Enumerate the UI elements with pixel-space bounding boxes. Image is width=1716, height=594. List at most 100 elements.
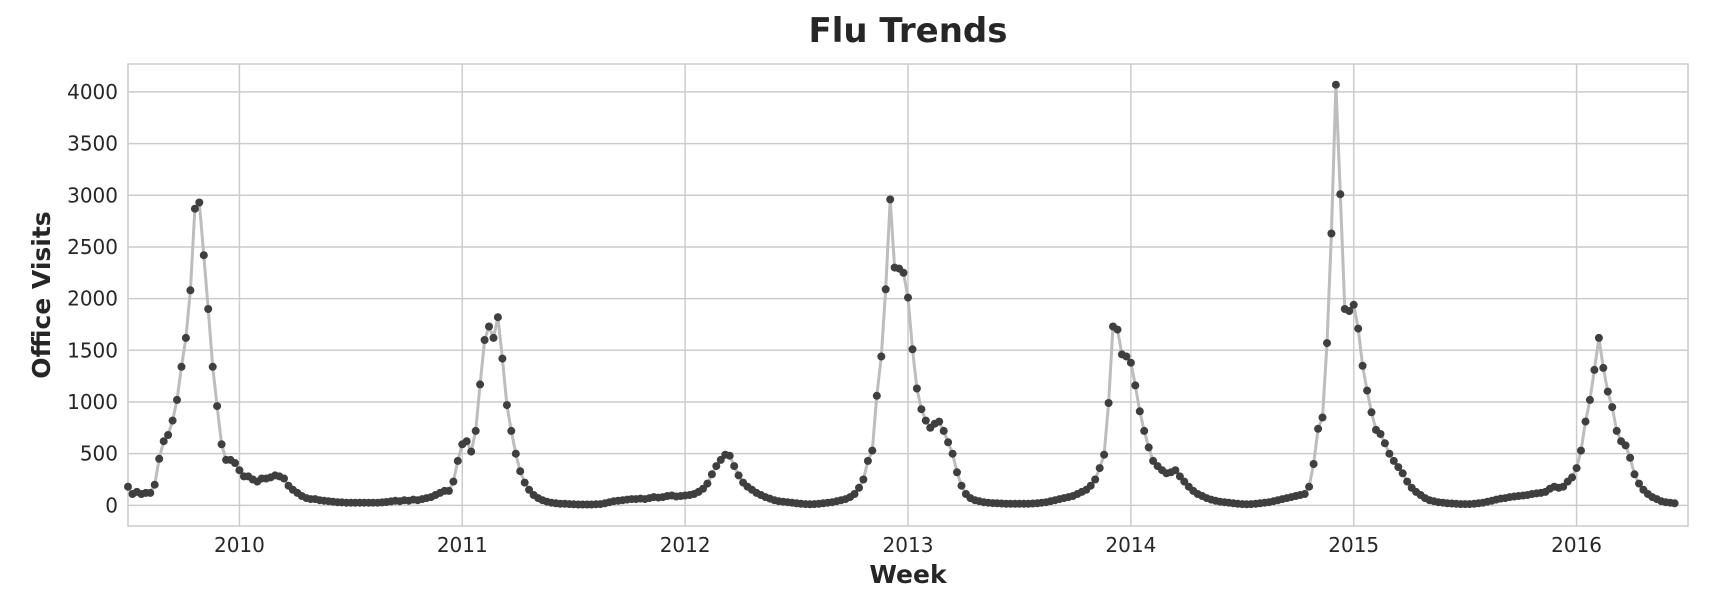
data-point xyxy=(204,305,213,313)
data-point xyxy=(471,426,480,435)
data-point xyxy=(235,466,244,475)
data-point xyxy=(1568,473,1577,482)
data-point xyxy=(1100,450,1109,459)
data-point xyxy=(1171,466,1180,475)
data-point xyxy=(1336,190,1345,199)
data-point xyxy=(944,438,953,447)
data-point xyxy=(520,478,529,487)
data-point xyxy=(1572,464,1581,473)
data-point xyxy=(1635,479,1643,488)
y-tick-label: 4000 xyxy=(67,80,118,104)
data-point xyxy=(1585,395,1594,404)
data-point xyxy=(716,455,725,464)
data-point xyxy=(921,416,930,425)
data-point xyxy=(1608,403,1617,412)
data-point xyxy=(476,380,485,389)
data-point xyxy=(908,345,917,354)
x-tick-label: 2012 xyxy=(660,533,711,557)
data-point xyxy=(1398,469,1407,478)
data-point xyxy=(1126,358,1135,367)
data-point xyxy=(1113,325,1122,334)
data-point xyxy=(150,480,159,489)
data-point xyxy=(1104,399,1113,407)
y-tick-label: 1000 xyxy=(67,390,118,414)
data-point xyxy=(877,352,886,361)
data-point xyxy=(725,451,734,460)
data-point xyxy=(502,401,511,410)
data-point xyxy=(899,268,908,277)
data-point xyxy=(195,198,204,207)
data-point xyxy=(1354,324,1363,333)
data-point xyxy=(1363,386,1372,395)
data-point xyxy=(493,313,502,322)
y-tick-label: 0 xyxy=(105,493,118,517)
data-point xyxy=(1314,424,1323,433)
data-point xyxy=(917,405,926,414)
data-point xyxy=(730,462,739,471)
data-point xyxy=(213,402,222,411)
data-point xyxy=(859,475,868,484)
y-tick-label: 500 xyxy=(80,442,118,466)
series-line xyxy=(126,83,1675,506)
data-point xyxy=(912,384,921,393)
data-point xyxy=(1323,339,1331,348)
data-point xyxy=(703,479,712,488)
data-point xyxy=(1327,229,1336,238)
data-point xyxy=(1095,464,1104,473)
data-point xyxy=(181,333,190,342)
data-point xyxy=(1309,460,1318,468)
data-point xyxy=(1599,363,1608,372)
data-point xyxy=(190,204,199,213)
data-point xyxy=(1612,426,1621,435)
data-point xyxy=(935,417,944,426)
data-point xyxy=(1380,439,1389,448)
data-point xyxy=(707,470,716,479)
data-point xyxy=(1300,490,1309,498)
data-point xyxy=(1630,470,1639,479)
data-point xyxy=(444,486,453,495)
data-point xyxy=(489,333,498,342)
y-tick-label: 3500 xyxy=(67,132,118,156)
x-tick-label: 2011 xyxy=(437,533,488,557)
data-point xyxy=(855,483,863,492)
data-point xyxy=(1403,477,1412,486)
data-point xyxy=(863,456,872,465)
data-point xyxy=(159,437,168,446)
data-point xyxy=(280,474,288,483)
data-point xyxy=(957,481,966,490)
data-point xyxy=(1086,481,1095,490)
data-point xyxy=(485,322,493,331)
data-point xyxy=(480,336,489,344)
data-point xyxy=(199,251,208,260)
data-point xyxy=(1376,430,1385,438)
y-tick-label: 2500 xyxy=(67,235,118,259)
data-point xyxy=(498,354,507,363)
data-point xyxy=(507,426,516,435)
data-point xyxy=(516,467,525,476)
y-tick-label: 3000 xyxy=(67,183,118,207)
y-tick-labels: 0 500 1000 1500 2000 2500 3000 3500 4000 xyxy=(67,80,118,517)
data-point xyxy=(1135,407,1144,416)
data-point xyxy=(217,440,226,449)
data-point xyxy=(1175,472,1184,481)
data-point xyxy=(1149,456,1158,465)
data-point xyxy=(1621,441,1630,450)
data-point xyxy=(462,437,471,446)
data-point xyxy=(467,447,476,456)
data-point xyxy=(1389,456,1398,465)
data-point xyxy=(1318,413,1327,422)
data-point xyxy=(948,449,957,458)
x-axis-label: Week xyxy=(869,560,948,589)
data-point xyxy=(124,482,132,491)
chart-title: Flu Trends xyxy=(809,11,1008,51)
data-point xyxy=(1331,80,1340,89)
data-point xyxy=(850,490,859,498)
data-point xyxy=(886,195,895,204)
x-tick-label: 2015 xyxy=(1328,533,1379,557)
data-point xyxy=(1144,443,1153,452)
data-point xyxy=(1367,408,1376,417)
x-tick-label: 2014 xyxy=(1105,533,1156,557)
data-point xyxy=(1140,426,1149,435)
data-point xyxy=(511,449,520,458)
data-point xyxy=(208,362,217,371)
